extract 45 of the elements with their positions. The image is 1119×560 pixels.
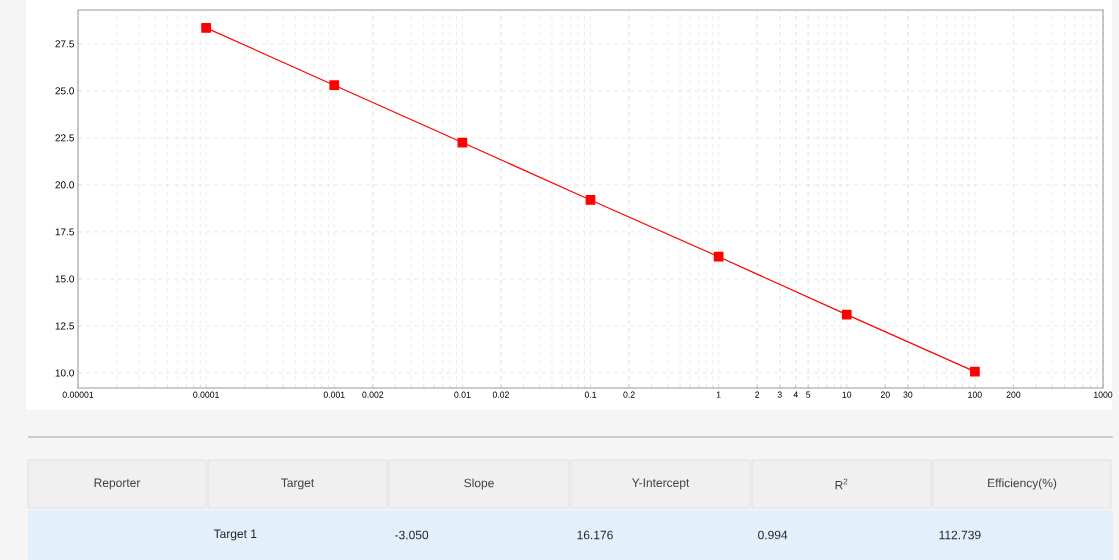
y-tick-label: 17.5: [55, 228, 74, 236]
text: -3.050: [395, 530, 429, 540]
x-tick-label: 100: [968, 391, 982, 398]
text: Slope: [464, 478, 494, 490]
y-tick-label: 20.0: [55, 181, 74, 189]
y-tick-label: 25.0: [55, 87, 74, 95]
y-tick-label: 15.0: [55, 275, 74, 283]
point: [713, 251, 724, 262]
x-tick-label: 1: [716, 391, 721, 398]
x-tick-label: 0.001: [323, 391, 345, 398]
x-tick-label: 0.2: [623, 391, 635, 398]
x-tick-label: 1000: [1094, 391, 1113, 398]
x-tick-label: 0.02: [492, 391, 509, 398]
text: Target: [281, 478, 315, 490]
x-tick-label: 200: [1006, 391, 1021, 398]
x-tick-label: 0.002: [362, 391, 384, 398]
text: Y-Intercept: [631, 478, 690, 490]
point: [329, 80, 340, 91]
x-tick-label: 4: [793, 391, 798, 398]
x-tick-label: 30: [903, 391, 913, 398]
y-tick-label: 10.0: [55, 369, 74, 377]
text: Efficiency(%): [988, 478, 1057, 490]
x-tick-label: 0.1: [584, 391, 597, 398]
x-tick-label: 0.01: [454, 391, 471, 398]
point: [970, 366, 980, 377]
text: Reporter: [94, 478, 141, 490]
point: [841, 309, 852, 320]
text: R$^{2}$: [835, 478, 848, 490]
text: 112.739: [939, 530, 981, 540]
text: 16.176: [577, 530, 613, 540]
text: Target 1: [213, 529, 257, 541]
x-tick-label: 0.0001: [193, 391, 219, 398]
x-tick-label: 20: [880, 391, 890, 398]
point: [585, 195, 596, 205]
x-tick-label: 10: [842, 391, 852, 398]
point: [457, 137, 468, 148]
y-tick-label: 27.5: [55, 40, 74, 48]
y-tick-label: 22.5: [55, 134, 74, 142]
point: [201, 22, 211, 33]
x-tick-label: 5: [806, 391, 811, 398]
x-tick-label: 2: [755, 391, 760, 398]
x-tick-label: 3: [777, 391, 782, 398]
text: 0.994: [758, 530, 788, 540]
y-tick-label: 12.5: [55, 322, 74, 330]
x-tick-label: 0.00001: [62, 391, 94, 398]
